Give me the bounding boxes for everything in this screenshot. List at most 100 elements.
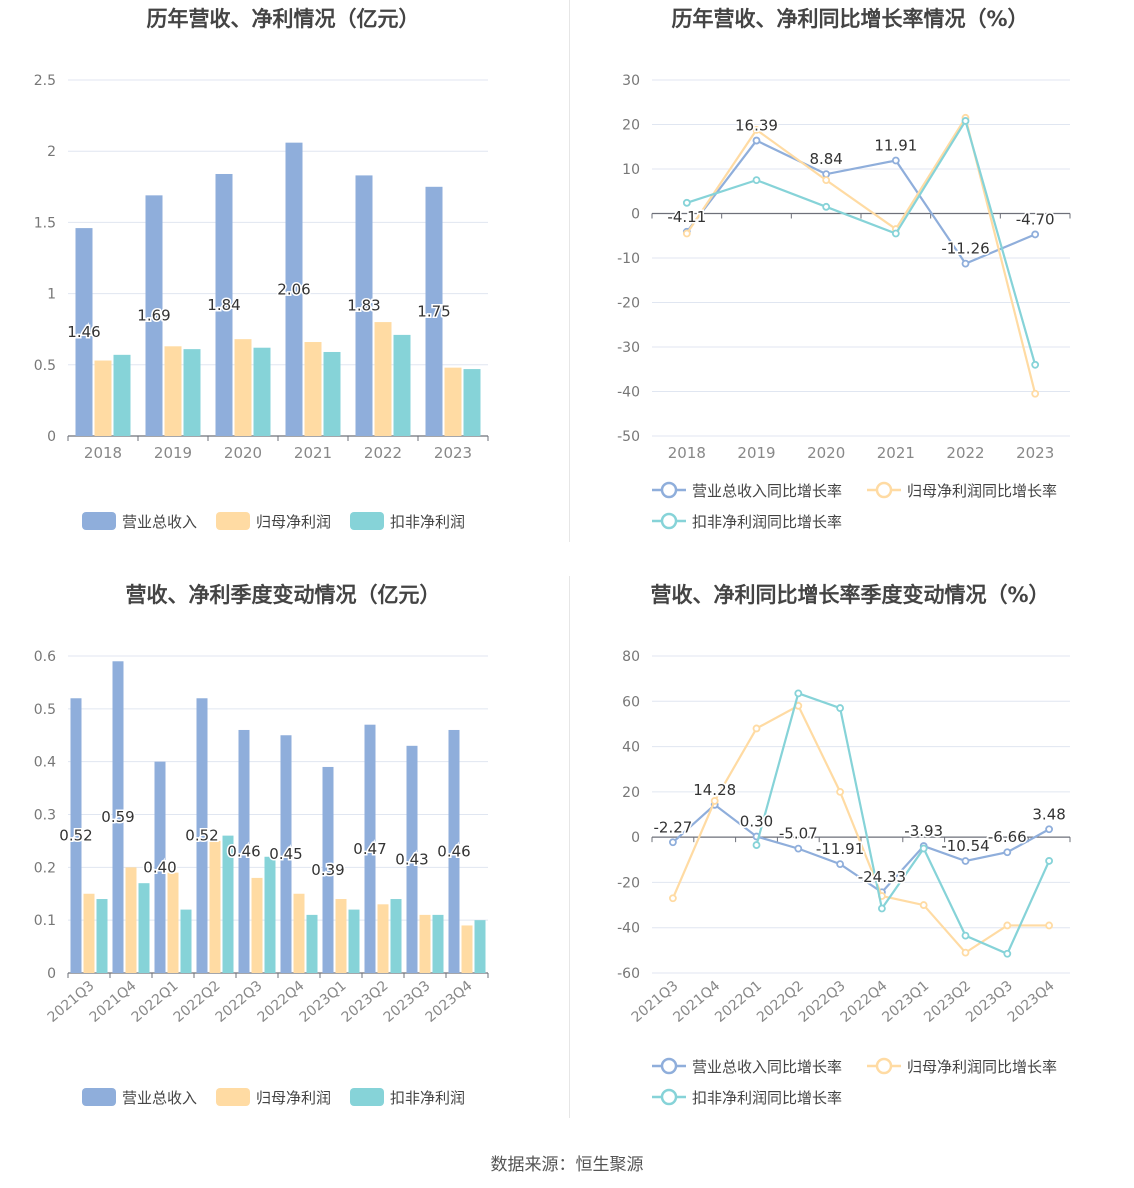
chart-svg: 历年营收、净利情况（亿元） 0 0.5 1 1.5 2 2.5 2018 2019 2020 202… (34, 7, 489, 531)
annual-revenue-profit-chart: 历年营收、净利情况（亿元） 0 0.5 1 1.5 2 2.5 2018 2019 2020 202… (0, 0, 567, 576)
x-tick-label: 2018 (668, 444, 706, 462)
series-point (961, 259, 970, 268)
bar (432, 914, 444, 973)
y-tick-label: 0 (631, 207, 640, 223)
bar (448, 729, 460, 973)
bar (180, 909, 192, 973)
x-tick-label: 2022Q1 (129, 978, 182, 1026)
bar-value-label: 0.43 (395, 850, 428, 868)
series-point (836, 860, 844, 869)
line-value-label: -4.70 (1016, 210, 1055, 228)
bar (154, 761, 166, 973)
chart-title: 历年营收、净利同比增长率情况（%） (671, 7, 1028, 31)
x-tick-label: 2019 (737, 444, 775, 462)
legend-swatch (216, 512, 250, 530)
series-point (752, 724, 761, 733)
bar (364, 724, 376, 973)
bar (251, 877, 263, 973)
legend-label: 营业总收入同比增长率 (692, 482, 842, 500)
legend-swatch (350, 1088, 384, 1106)
bar (322, 766, 334, 973)
bar (280, 735, 292, 973)
series-point (961, 931, 970, 940)
series-point (1045, 857, 1053, 865)
legend-label: 扣非净利润 (390, 513, 465, 531)
y-tick-label: 20 (622, 118, 640, 134)
line-value-label: 3.48 (1032, 805, 1065, 823)
bar (306, 914, 318, 973)
y-tick-label: 60 (622, 694, 640, 710)
y-tick-label: 0.3 (34, 808, 56, 824)
bar-value-label: 1.84 (207, 296, 240, 314)
bar (70, 698, 82, 973)
chart-title: 历年营收、净利情况（亿元） (147, 7, 420, 31)
y-tick-label: 0 (47, 429, 56, 445)
series-point (1003, 921, 1012, 930)
series-point (669, 894, 677, 903)
series-point (682, 229, 691, 238)
bar (222, 835, 234, 973)
x-tick-label: 2023Q4 (1005, 978, 1058, 1026)
y-tick-label: 0.4 (34, 755, 56, 771)
x-tick-label: 2020 (224, 444, 262, 462)
bar (461, 925, 473, 973)
legend-swatch (660, 512, 678, 530)
bar (425, 186, 443, 436)
x-tick-label: 2023 (434, 444, 472, 462)
x-tick-label: 2023Q2 (339, 978, 392, 1026)
chart-svg: 营收、净利同比增长率季度变动情况（%） -60 -40 -20 0 20 40 60 80 202… (617, 583, 1071, 1107)
series-point (1003, 949, 1012, 958)
bar-value-label: 0.52 (185, 827, 218, 845)
bar (125, 867, 137, 973)
bar (196, 698, 208, 973)
x-tick-label: 2023Q1 (297, 978, 350, 1026)
bar (138, 883, 150, 973)
series-point (878, 904, 886, 913)
data-source-footer: 数据来源：恒生聚源 (490, 1155, 644, 1175)
bar-value-label: 0.39 (311, 861, 344, 879)
bar (393, 334, 411, 436)
series-point (1045, 921, 1053, 930)
series-point (794, 844, 803, 853)
chart-title: 营收、净利同比增长率季度变动情况（%） (650, 583, 1049, 607)
bar (238, 729, 250, 973)
legend-swatch (82, 512, 116, 530)
bar (348, 909, 360, 973)
y-tick-label: -30 (617, 340, 640, 356)
x-tick-label: 2018 (84, 444, 122, 462)
bar (183, 349, 201, 436)
bar-value-label: 2.06 (277, 280, 310, 298)
line-value-label: -24.33 (858, 868, 906, 886)
series-line (685, 139, 1036, 265)
line-value-label: -4.11 (667, 208, 706, 226)
bar-value-label: 0.46 (227, 842, 260, 860)
series-point (822, 176, 831, 185)
bar-value-label: 1.83 (347, 297, 380, 315)
line-value-label: -11.91 (816, 840, 864, 858)
bar-value-label: 0.52 (59, 827, 92, 845)
divider (569, 0, 570, 542)
series-point (1003, 848, 1012, 857)
legend-swatch (350, 512, 384, 530)
divider (569, 576, 570, 1118)
x-tick-label: 2022 (364, 444, 402, 462)
series-point (891, 229, 900, 238)
legend-swatch (875, 481, 893, 499)
bar-value-label: 0.59 (101, 808, 134, 826)
line-value-label: -10.54 (941, 837, 989, 855)
y-tick-label: 30 (622, 73, 640, 89)
series-point (961, 857, 970, 865)
legend-label: 归母净利润 (256, 513, 331, 531)
bar (234, 339, 252, 436)
y-tick-label: -40 (617, 385, 640, 401)
y-tick-label: -20 (617, 875, 640, 891)
legend-label: 营业总收入 (122, 1089, 197, 1107)
bar-value-label: 0.45 (269, 845, 302, 863)
x-tick-label: 2019 (154, 444, 192, 462)
series-point (752, 176, 761, 185)
legend-label: 归母净利润同比增长率 (907, 482, 1057, 500)
bar (96, 899, 108, 973)
line-value-label: 16.39 (735, 117, 778, 135)
legend-swatch (875, 1057, 893, 1075)
y-tick-label: 0.2 (34, 860, 56, 876)
